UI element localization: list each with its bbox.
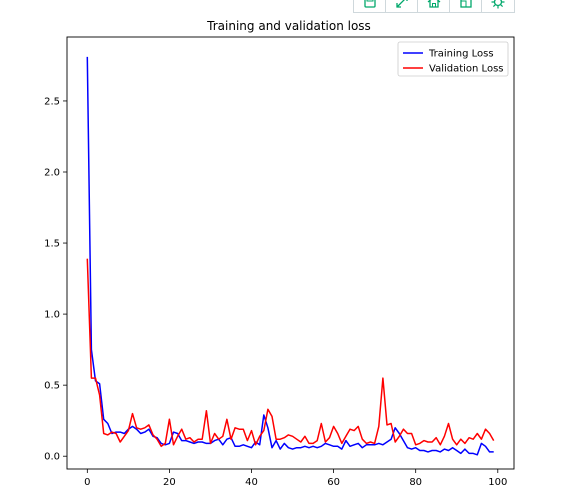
legend: Training Loss Validation Loss [397,41,509,77]
legend-label: Training Loss [428,49,494,60]
x-tick-label: 40 [245,477,258,488]
home-button[interactable] [418,0,450,12]
save-button[interactable] [354,0,386,12]
series-lines [86,56,495,456]
save-icon [363,0,376,8]
y-tick-label: 0.0 [44,452,60,463]
x-tick-label: 100 [488,477,507,488]
x-tick-label: 0 [84,477,90,488]
x-tick-label: 80 [409,477,422,488]
zoom-button[interactable] [386,0,418,12]
y-tick-label: 2.0 [44,168,60,179]
legend-box [397,41,509,77]
chart-title: Training and validation loss [206,19,371,33]
y-tick-label: 2.5 [44,96,60,107]
x-tick-label: 20 [163,477,176,488]
home-icon [427,0,440,8]
settings-button[interactable] [482,0,514,12]
x-tick-label: 60 [327,477,340,488]
settings-icon [491,0,505,9]
pan-button[interactable] [450,0,482,12]
y-tick-label: 1.0 [44,310,60,321]
plot-toolbar [353,0,515,13]
pan-icon [459,0,472,8]
plot-area [66,36,515,470]
y-tick-label: 0.5 [44,381,60,392]
y-tick-label: 1.5 [44,239,60,250]
series-line-validation-loss [86,258,495,448]
zoom-icon [395,0,408,8]
legend-label: Validation Loss [429,64,504,75]
